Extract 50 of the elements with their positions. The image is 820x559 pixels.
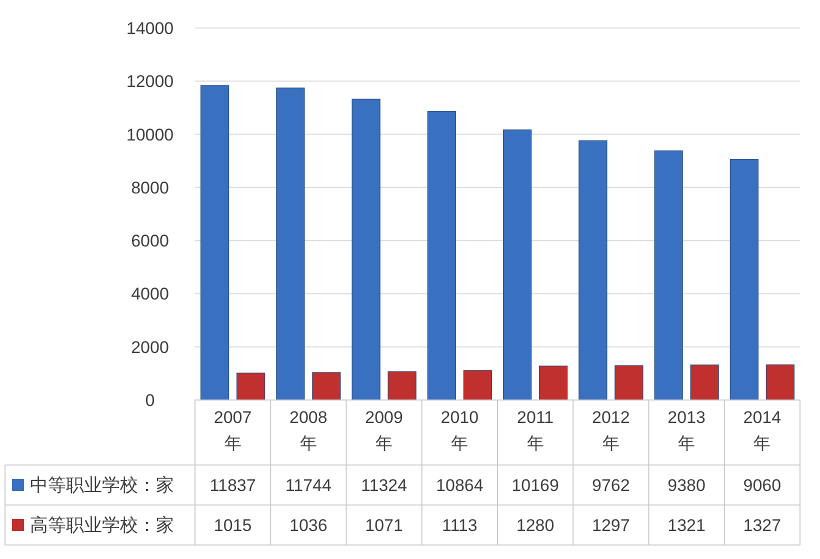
bar [578, 140, 608, 400]
data-label: 11837 [210, 476, 256, 495]
y-tick-label: 2000 [131, 338, 169, 357]
y-tick-label: 10000 [126, 125, 174, 144]
bar [312, 372, 341, 400]
y-tick-label: 6000 [131, 232, 169, 251]
data-label: 10864 [436, 476, 484, 495]
bar [388, 371, 416, 400]
y-tick-label: 14000 [126, 19, 174, 38]
bar [503, 129, 532, 400]
bar [614, 365, 644, 400]
data-label: 1015 [214, 516, 252, 535]
y-tick-label: 4000 [131, 284, 169, 304]
data-label: 1280 [516, 516, 554, 535]
x-tick-label: 2013年 [668, 408, 706, 453]
x-tick-label: 2009年 [365, 408, 403, 453]
x-tick-label: 2012年 [592, 408, 630, 453]
y-tick-label: 12000 [126, 72, 174, 92]
bar [654, 150, 683, 400]
bar [539, 366, 568, 400]
x-tick-label: 2008年 [290, 408, 328, 453]
bar [236, 372, 266, 400]
y-tick-label: 0 [145, 391, 155, 410]
x-tick-label: 2010年 [440, 408, 479, 453]
data-label: 9060 [743, 476, 782, 495]
data-label: 1036 [290, 516, 328, 535]
legend-label: 中等职业学校：家 [30, 475, 174, 495]
bar [352, 98, 380, 400]
data-label: 10169 [512, 476, 559, 495]
x-tick-label: 2007年 [214, 408, 252, 453]
data-label: 1071 [365, 516, 403, 535]
data-label: 1113 [442, 516, 478, 535]
legend-label: 高等职业学校：家 [30, 515, 174, 535]
bar [690, 364, 719, 400]
bar [427, 111, 456, 400]
x-tick-label: 2011年 [517, 408, 554, 453]
bar [200, 85, 230, 400]
bar [730, 158, 758, 400]
x-tick-label: 2014年 [743, 408, 782, 453]
data-label: 11744 [285, 476, 332, 495]
data-label: 1297 [592, 516, 630, 535]
data-label: 1321 [668, 516, 706, 535]
y-tick-label: 8000 [131, 178, 169, 198]
bar [463, 370, 492, 400]
data-label: 11324 [361, 476, 408, 495]
bar [276, 88, 305, 400]
data-label: 1327 [743, 516, 782, 535]
bar [766, 364, 794, 400]
data-label: 9380 [668, 476, 706, 495]
data-label: 9762 [592, 476, 630, 495]
